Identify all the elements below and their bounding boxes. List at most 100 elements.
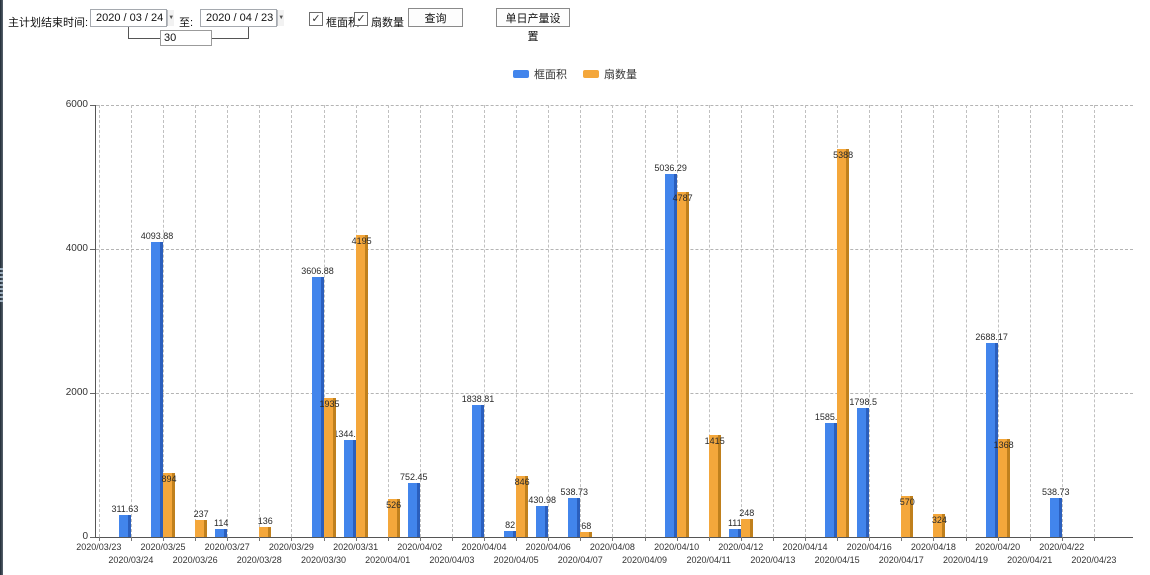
x-axis-tick	[227, 537, 229, 541]
x-axis-tick-label: 2020/04/13	[750, 555, 796, 565]
bar-value-label: 248	[739, 508, 755, 519]
x-axis-tick	[355, 537, 357, 541]
x-axis-tick-label: 2020/04/15	[814, 555, 860, 565]
bar-value-label: 5036.29	[654, 163, 687, 174]
bar-fan-count-2020-04-15	[837, 149, 850, 537]
bar-fan-count-2020-04-20	[997, 438, 1010, 537]
x-axis-tick-label: 2020/04/10	[654, 542, 700, 552]
x-axis-tick	[1029, 537, 1031, 541]
bar-value-label: 3606.88	[301, 266, 334, 277]
frame-area-checkbox[interactable]: ✓	[309, 12, 323, 26]
x-gridline	[227, 105, 229, 537]
x-axis-tick-label: 2020/04/04	[461, 542, 507, 552]
legend-item-fan-count: 扇数量	[583, 66, 637, 82]
bar-frame-area-2020-03-31	[343, 440, 356, 537]
x-axis-tick-label: 2020/04/07	[557, 555, 603, 565]
interval-days-input[interactable]	[160, 30, 212, 46]
x-axis-tick-label: 2020/04/02	[397, 542, 443, 552]
x-axis-tick-label: 2020/04/05	[493, 555, 539, 565]
bar-value-label: 2688.17	[975, 332, 1008, 343]
date-interval-connector	[128, 27, 129, 39]
chevron-down-icon[interactable]: ▼	[167, 10, 175, 26]
start-date-value: 2020 / 03 / 24	[96, 12, 164, 24]
x-axis-tick	[130, 537, 132, 541]
y-axis-tick-label: 2000	[65, 387, 88, 398]
splitter-grip-icon	[0, 268, 3, 304]
x-gridline	[451, 105, 453, 537]
x-axis-tick	[548, 537, 550, 541]
y-axis-tick-label: 0	[82, 531, 88, 542]
x-axis-tick	[869, 537, 871, 541]
legend-swatch-frame-area	[513, 70, 529, 78]
x-gridline	[387, 105, 389, 537]
x-axis-tick-label: 2020/04/18	[910, 542, 956, 552]
bar-fan-count-2020-04-17	[901, 495, 914, 537]
x-axis-tick-label: 2020/04/06	[525, 542, 571, 552]
bar-value-label: 538.73	[1042, 487, 1070, 498]
start-date-picker[interactable]: 2020 / 03 / 24 ▼	[90, 9, 175, 27]
bar-value-label: 4093.88	[140, 231, 174, 242]
x-axis-tick-label: 2020/04/12	[718, 542, 764, 552]
to-label: 至:	[179, 17, 194, 29]
x-axis-tick	[516, 537, 518, 541]
bar-value-label: 82	[505, 520, 516, 531]
collapsed-panel-strip[interactable]	[0, 0, 3, 575]
bar-frame-area-2020-04-12	[728, 529, 741, 537]
x-axis-tick	[965, 537, 967, 541]
bar-value-label: 1344.95	[333, 429, 366, 440]
x-axis-tick	[419, 537, 421, 541]
chevron-down-icon[interactable]: ▼	[277, 10, 285, 26]
legend-item-frame-area: 框面积	[513, 66, 567, 82]
bar-value-label: 4787	[672, 193, 693, 204]
x-gridline	[805, 105, 806, 537]
x-axis-tick	[805, 537, 806, 541]
bar-value-label: 1935	[319, 398, 340, 409]
x-gridline	[869, 105, 871, 537]
bar-frame-area-2020-03-25	[151, 242, 163, 537]
bar-value-label: 538.73	[560, 487, 589, 498]
bar-fan-count-2020-03-28	[259, 527, 272, 537]
x-axis-tick	[772, 537, 774, 541]
bar-value-label: 237	[193, 508, 209, 519]
bar-frame-area-2020-03-30	[311, 277, 324, 537]
x-gridline	[419, 105, 421, 537]
bar-frame-area-2020-03-27	[215, 528, 228, 537]
x-gridline	[965, 105, 967, 537]
x-axis-tick-label: 2020/03/24	[108, 555, 154, 565]
bar-value-label: 846	[514, 477, 530, 488]
fan-count-checkbox-label: 扇数量	[371, 17, 404, 29]
x-gridline	[323, 105, 325, 537]
x-axis-tick-label: 2020/04/01	[365, 555, 411, 565]
x-axis-tick	[387, 537, 389, 541]
x-gridline	[1029, 105, 1031, 537]
x-axis-tick-label: 2020/04/17	[878, 555, 924, 565]
bar-frame-area-2020-04-07	[568, 498, 581, 537]
x-axis-tick-label: 2020/03/26	[172, 555, 218, 565]
x-gridline	[740, 105, 742, 537]
end-date-picker[interactable]: 2020 / 04 / 23 ▼	[200, 9, 285, 27]
bar-frame-area-2020-04-06	[536, 505, 549, 537]
x-gridline	[1061, 105, 1063, 537]
x-axis-tick-label: 2020/04/08	[589, 542, 635, 552]
fan-count-checkbox[interactable]: ✓	[354, 12, 368, 26]
x-axis-tick-label: 2020/04/20	[975, 542, 1021, 552]
x-axis-tick-label: 2020/04/11	[686, 555, 731, 565]
daily-output-settings-button[interactable]: 单日产量设置	[496, 8, 570, 43]
x-axis-tick-label: 2020/04/22	[1039, 542, 1085, 552]
bar-fan-count-2020-04-12	[740, 519, 753, 537]
x-axis-tick	[484, 537, 485, 541]
x-gridline	[98, 105, 100, 537]
bar-value-label: 136	[257, 516, 273, 527]
x-gridline	[291, 105, 293, 537]
query-button[interactable]: 查询	[408, 8, 463, 27]
x-axis-tick-label: 2020/03/28	[236, 555, 282, 565]
x-axis-tick	[1061, 537, 1063, 541]
x-gridline	[259, 105, 261, 537]
x-axis-tick	[580, 537, 582, 541]
bar-frame-area-2020-04-04	[472, 404, 484, 537]
x-axis-tick	[997, 537, 999, 541]
bar-frame-area-2020-04-05	[504, 531, 517, 537]
bar-value-label: 752.45	[400, 471, 428, 482]
x-axis-tick-label: 2020/04/21	[1007, 555, 1053, 565]
